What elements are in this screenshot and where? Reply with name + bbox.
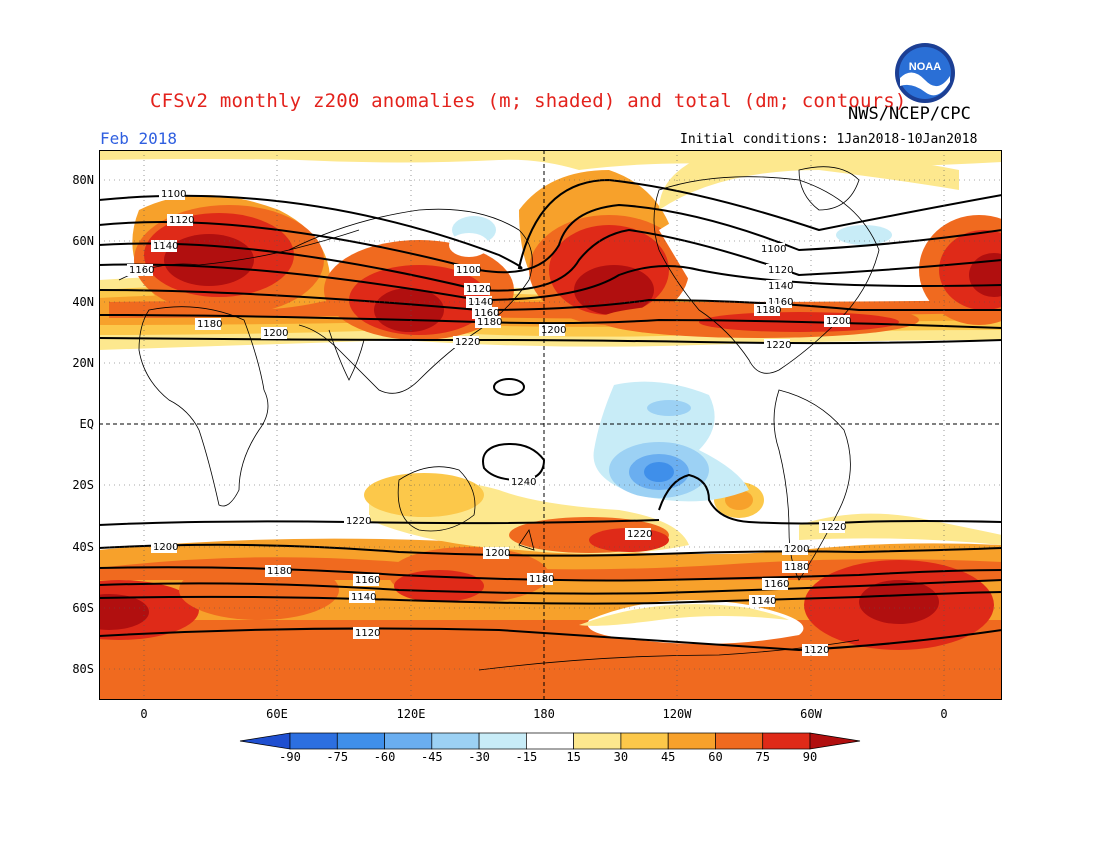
contour-label-1220: 1220 (455, 337, 480, 348)
colorbar-arrow-low (239, 732, 291, 750)
colorbar-label: 30 (613, 750, 629, 764)
contour-label-1180: 1180 (197, 319, 222, 330)
contour-label-1180b: 1180 (756, 305, 781, 316)
colorbar-label: -15 (515, 750, 538, 764)
map-title: CFSv2 monthly z200 anomalies (m; shaded)… (150, 90, 907, 112)
height-contours (99, 178, 1002, 652)
colorbar-label: -90 (279, 750, 301, 764)
contour-label-1180d: 1180 (267, 566, 292, 577)
lon-label-0: 0 (140, 707, 148, 721)
colorbar-label: -45 (420, 750, 443, 764)
colorbar-box (478, 732, 527, 750)
contour-label-1140d: 1140 (351, 592, 376, 603)
lat-label-80s: 80S (72, 662, 94, 676)
contour-label-1140e: 1140 (751, 596, 776, 607)
colorbar-label: 45 (660, 750, 676, 764)
contour-label-1160b: 1160 (768, 297, 793, 308)
colorbar-box (715, 732, 764, 750)
contour-label-1200d: 1200 (153, 542, 178, 553)
contour-label-1180f: 1180 (784, 562, 809, 573)
anomaly-negative-pacific (593, 381, 749, 502)
lon-label-0-right: 0 (940, 707, 948, 721)
forecast-period: Feb 2018 (100, 129, 178, 148)
contour-value-labels: 1100 1120 1140 1160 1180 1200 1220 1200 … (127, 188, 851, 656)
colorbar-arrow-high (809, 732, 861, 750)
lon-label-120w: 120W (662, 707, 692, 721)
lat-label-80n: 80N (72, 173, 94, 187)
contour-label-1120c: 1120 (466, 284, 491, 295)
colorbar-label: 75 (755, 750, 770, 764)
contour-label-1140b: 1140 (768, 281, 793, 292)
contour-label-1100b: 1100 (761, 244, 786, 255)
contour-label-1140c: 1140 (468, 297, 493, 308)
contour-label-1160c: 1160 (474, 308, 499, 319)
colorbar-box (526, 732, 574, 750)
colorbar-label: -75 (326, 750, 349, 764)
colorbar-box (384, 732, 433, 750)
colorbar-label: 60 (708, 750, 723, 764)
contour-label-1160: 1160 (129, 265, 154, 276)
colorbar-label: -60 (373, 750, 396, 764)
colorbar-box (667, 732, 716, 750)
contour-label-1120e: 1120 (804, 645, 829, 656)
lat-label-20n: 20N (72, 356, 94, 370)
colorbar-box (289, 732, 338, 750)
contour-label-1120b: 1120 (768, 265, 793, 276)
noaa-logo-icon: NOAA (895, 43, 955, 103)
colorbar-box (762, 732, 811, 750)
lat-label-40n: 40N (72, 295, 94, 309)
colorbar-label: 90 (802, 750, 818, 764)
lon-label-180: 180 (533, 707, 555, 721)
contour-label-1200f: 1200 (784, 544, 809, 555)
contour-label-1100: 1100 (161, 189, 186, 200)
color-scale-bar (239, 732, 861, 750)
colorbar-box (336, 732, 385, 750)
colorbar-label: -30 (468, 750, 490, 764)
colorbar-label: 15 (566, 750, 581, 764)
contour-label-1220e: 1220 (821, 522, 846, 533)
lon-label-120e: 120E (396, 707, 426, 721)
colorbar-box (620, 732, 669, 750)
contour-label-1120d: 1120 (355, 628, 380, 639)
initial-conditions: Initial conditions: 1Jan2018-10Jan2018 (680, 132, 978, 147)
contour-label-1200: 1200 (263, 328, 288, 339)
contour-label-1200e: 1200 (485, 548, 510, 559)
contour-label-1100c: 1100 (456, 265, 481, 276)
contour-label-1160e: 1160 (764, 579, 789, 590)
anomaly-map: 1100 1120 1140 1160 1180 1200 1220 1200 … (99, 150, 1002, 700)
lat-label-20s: 20S (72, 478, 94, 492)
dotted-gridlines (99, 150, 1002, 700)
contour-label-1220c: 1220 (346, 516, 371, 527)
contour-label-1120: 1120 (169, 215, 194, 226)
contour-label-1220d: 1220 (627, 529, 652, 540)
lon-label-60w: 60W (800, 707, 822, 721)
svg-text:NOAA: NOAA (909, 61, 941, 73)
lat-label-40s: 40S (72, 540, 94, 554)
colorbar-box (573, 732, 622, 750)
lat-label-60s: 60S (72, 601, 94, 615)
lat-label-60n: 60N (72, 234, 94, 248)
contour-label-1240: 1240 (511, 477, 536, 488)
contour-label-1160d: 1160 (355, 575, 380, 586)
contour-label-1180c: 1180 (477, 317, 502, 328)
lon-label-60e: 60E (266, 707, 288, 721)
contour-label-1180e: 1180 (529, 574, 554, 585)
contour-label-1200c: 1200 (826, 316, 851, 327)
contour-label-1200b: 1200 (541, 325, 566, 336)
dashed-gridlines (99, 150, 1002, 700)
lat-label-eq: EQ (79, 417, 94, 431)
colorbar-box (431, 732, 480, 750)
contour-label-1140: 1140 (153, 241, 178, 252)
agency-label: NWS/NCEP/CPC (848, 104, 971, 124)
contour-label-1220b: 1220 (766, 340, 791, 351)
